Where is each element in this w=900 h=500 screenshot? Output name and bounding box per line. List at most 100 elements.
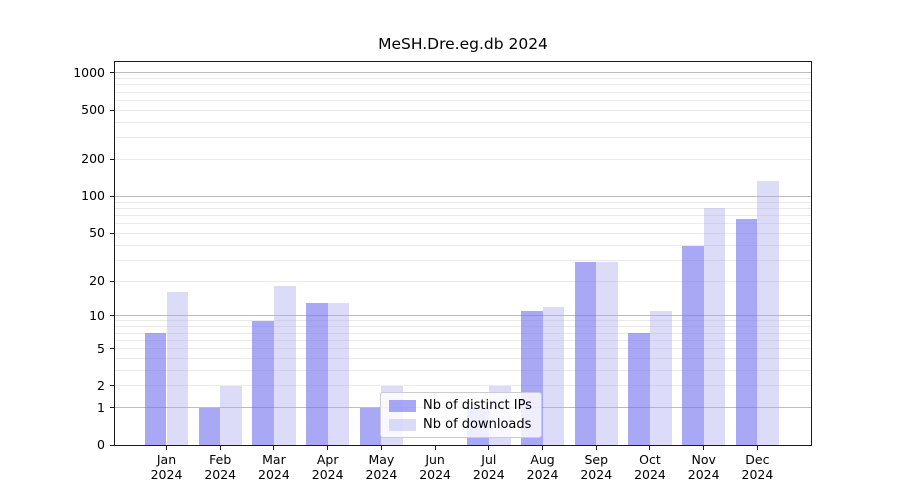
x-tick-year: 2024 [741,467,774,483]
x-tick-label: Nov 2024 [674,452,734,483]
bar-downloads-apr [327,302,350,445]
x-tick [219,445,221,450]
y-tick-label: 0 [97,437,105,452]
x-tick-year: 2024 [258,467,290,483]
bar-downloads-jan [166,292,189,445]
minor-gridline [115,121,811,123]
y-tick-label: 200 [81,151,105,167]
y-tick-label: 50 [89,225,105,241]
y-tick-label: 10 [89,307,105,323]
minor-gridline [115,280,811,282]
minor-gridline [115,369,811,371]
chart-title: MeSH.Dre.eg.db 2024 [378,35,548,53]
minor-gridline [115,357,811,359]
minor-gridline [115,332,811,334]
y-tick-label: 2 [97,377,105,393]
x-tick-month: Apr [316,452,339,467]
x-tick-label: Apr 2024 [298,452,358,483]
x-tick-month: Mar [262,452,286,467]
x-tick [488,445,490,450]
x-tick-year: 2024 [311,467,344,483]
legend-row-downloads: Nb of downloads [389,417,532,432]
bar-distinct-ips-apr [305,302,328,445]
bar-distinct-ips-feb [198,407,221,445]
x-tick-label: May 2024 [351,452,411,483]
x-tick-year: 2024 [472,467,505,483]
legend: Nb of distinct IPs Nb of downloads [380,392,542,438]
x-tick-label: Sep 2024 [566,452,626,483]
bar-distinct-ips-dec [735,218,758,445]
minor-gridline [115,232,811,234]
y-tick-label: 1 [97,399,105,415]
bar-distinct-ips-jan [144,333,167,445]
minor-gridline [115,348,811,349]
y-tick [110,348,115,349]
bar-downloads-dec [757,180,780,445]
bar-distinct-ips-oct [628,333,650,445]
minor-gridline [115,207,811,209]
x-tick-month: Dec [745,452,770,467]
bar-distinct-ips-mar [252,320,274,445]
y-tick [110,109,115,111]
x-tick-label: Feb 2024 [190,452,250,483]
y-tick [110,158,115,160]
y-tick-label: 500 [81,102,105,118]
minor-gridline [115,320,811,322]
y-tick-label: 20 [89,273,105,289]
x-tick-label: Oct 2024 [620,452,680,483]
x-tick-label: Mar 2024 [244,452,304,483]
x-tick-year: 2024 [419,467,451,483]
x-tick-month: Jun [425,452,445,467]
minor-gridline [115,109,811,111]
major-gridline [115,315,811,317]
minor-gridline [115,244,811,246]
x-tick-year: 2024 [580,467,613,483]
y-tick-label: 100 [81,188,105,204]
minor-gridline [115,326,811,328]
y-tick-label: 5 [97,340,105,356]
y-tick [110,385,115,387]
x-tick-month: Oct [639,452,661,467]
x-tick-month: Feb [209,452,232,467]
x-tick [166,445,167,450]
minor-gridline [115,84,811,86]
major-gridline [115,72,811,74]
x-tick-month: May [368,452,395,467]
minor-gridline [115,78,811,80]
y-tick [110,444,115,446]
x-tick [542,445,544,450]
x-tick-label: Jul 2024 [459,452,519,483]
minor-gridline [115,91,811,93]
bar-downloads-oct [649,311,672,445]
bar-downloads-feb [220,385,242,445]
y-tick [110,232,115,234]
x-tick-label: Aug 2024 [513,452,573,483]
x-tick-month: Sep [584,452,609,467]
legend-swatch-distinct-ips [389,399,416,412]
bar-distinct-ips-nov [682,246,704,445]
x-tick-month: Aug [530,452,555,467]
x-tick [649,445,651,450]
x-tick [273,445,275,450]
bar-downloads-mar [273,286,296,445]
x-tick-label: Jan 2024 [137,452,197,483]
legend-swatch-downloads [389,418,416,431]
x-tick-month: Jul [481,452,497,467]
minor-gridline [115,214,811,216]
y-tick [110,280,115,282]
x-tick [595,445,597,450]
major-gridline [115,195,811,197]
y-tick [110,195,115,197]
x-tick-month: Jan [156,452,177,467]
y-tick-label: 1000 [73,64,105,80]
bar-downloads-sep [596,261,618,445]
minor-gridline [115,137,811,139]
x-tick-month: Nov [691,452,716,467]
minor-gridline [115,99,811,101]
bar-distinct-ips-may [359,407,382,445]
legend-row-distinct-ips: Nb of distinct IPs [389,398,532,413]
x-tick-year: 2024 [634,467,666,483]
x-tick-year: 2024 [204,467,237,483]
x-tick [756,445,758,450]
